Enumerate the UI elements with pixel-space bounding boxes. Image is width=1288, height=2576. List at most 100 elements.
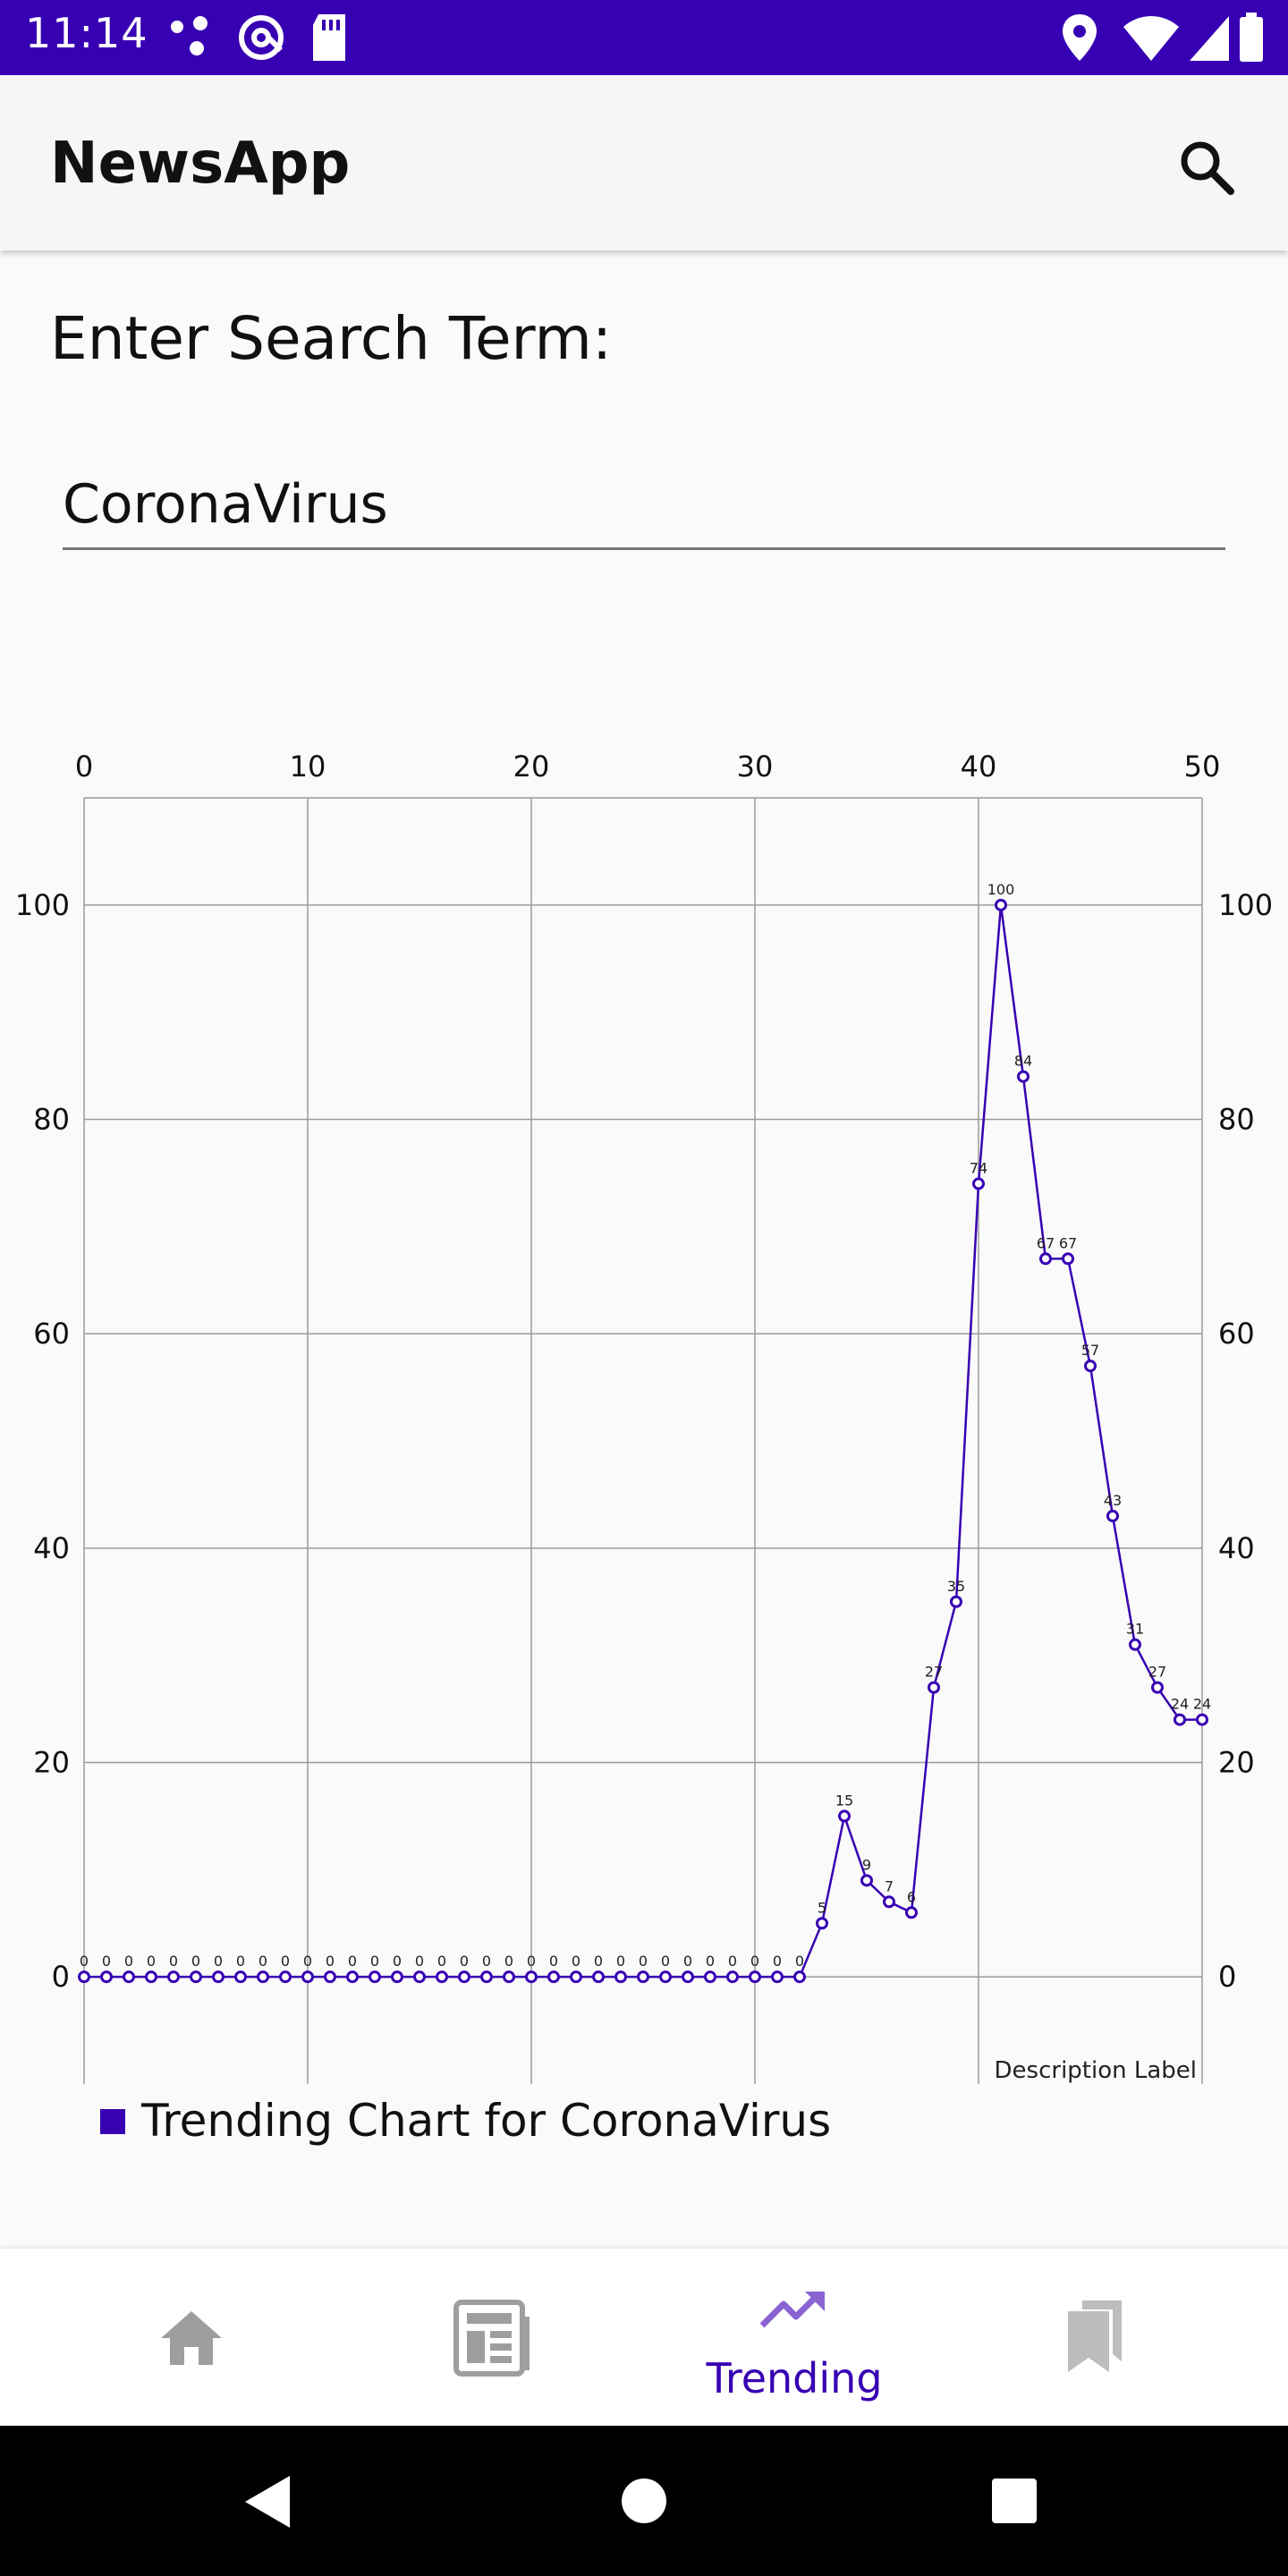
data-point	[167, 1970, 180, 1984]
data-label: 0	[80, 1953, 89, 1970]
data-label: 0	[661, 1953, 670, 1970]
data-point	[346, 1970, 359, 1984]
data-label: 100	[987, 881, 1015, 898]
data-point	[1017, 1070, 1030, 1083]
series-points	[78, 898, 1208, 1984]
data-point	[413, 1970, 426, 1984]
data-label: 0	[460, 1953, 469, 1970]
data-point	[928, 1681, 940, 1694]
x-axis-ticks: 0 10 20 30 40 50	[75, 750, 1221, 784]
data-point	[324, 1970, 336, 1984]
data-label: 0	[102, 1953, 111, 1970]
data-label: 5	[818, 1899, 826, 1916]
data-point	[458, 1970, 470, 1984]
nav-home[interactable]	[39, 2249, 343, 2426]
data-point	[78, 1970, 90, 1984]
data-label: 9	[862, 1856, 871, 1873]
data-point	[1196, 1713, 1208, 1726]
data-label: 0	[326, 1953, 335, 1970]
back-icon	[245, 2476, 290, 2528]
data-point	[771, 1970, 784, 1984]
app-bar: NewsApp	[0, 75, 1288, 250]
data-point	[480, 1970, 493, 1984]
data-label: 0	[639, 1953, 648, 1970]
data-point	[972, 1177, 985, 1191]
dots-icon	[166, 13, 216, 66]
data-label: 0	[594, 1953, 603, 1970]
wifi-icon	[1122, 13, 1181, 66]
data-label: 0	[750, 1953, 759, 1970]
data-point	[1174, 1713, 1186, 1726]
back-button[interactable]	[242, 2474, 292, 2533]
data-point	[1129, 1638, 1141, 1651]
data-point	[995, 898, 1007, 911]
newspaper-icon	[453, 2300, 530, 2377]
data-label: 0	[527, 1953, 536, 1970]
data-label: 57	[1081, 1342, 1099, 1359]
trending-up-icon	[759, 2292, 825, 2328]
home-system-button[interactable]	[621, 2478, 667, 2528]
chart-description-label: Description Label	[995, 2057, 1197, 2084]
data-point	[905, 1906, 918, 1919]
y-tick-label-left: 100	[15, 888, 70, 922]
x-tick-label: 50	[1184, 750, 1221, 784]
data-label: 0	[437, 1953, 446, 1970]
data-label: 0	[191, 1953, 200, 1970]
at-sign-icon	[236, 13, 286, 66]
data-labels: 0 0 0 0 0 0 0 0 0 0 0 0 0 0 0 0 0 0 0 0 0 0 0 0 0 0 0 0 0 0 0 0 05159762…	[80, 881, 1211, 1970]
data-label: 0	[370, 1953, 379, 1970]
y-tick-label-left: 60	[33, 1317, 70, 1351]
home-icon	[161, 2311, 222, 2365]
data-label: 0	[706, 1953, 715, 1970]
bookmarks-icon	[1068, 2301, 1122, 2372]
search-button[interactable]	[1172, 132, 1243, 204]
data-point	[749, 1970, 761, 1984]
data-label: 6	[907, 1888, 916, 1905]
nav-trending[interactable]: Trending	[642, 2249, 946, 2426]
search-term-input[interactable]	[63, 462, 1225, 550]
data-point	[883, 1895, 895, 1909]
data-label: 0	[795, 1953, 804, 1970]
y-tick-label-left: 0	[52, 1960, 70, 1994]
data-label: 0	[616, 1953, 625, 1970]
data-point	[391, 1970, 403, 1984]
status-bar: 11:14	[0, 0, 1288, 75]
data-label: 0	[549, 1953, 558, 1970]
data-point	[1062, 1252, 1074, 1266]
data-label: 0	[415, 1953, 424, 1970]
nav-trending-label: Trending	[706, 2354, 883, 2402]
x-tick-label: 20	[513, 750, 550, 784]
nav-news[interactable]	[340, 2249, 644, 2426]
app-title: NewsApp	[50, 131, 351, 197]
data-label: 27	[1148, 1664, 1166, 1681]
data-point	[100, 1970, 113, 1984]
data-point	[436, 1970, 448, 1984]
data-label: 67	[1037, 1234, 1055, 1251]
status-time: 11:14	[25, 9, 148, 57]
location-icon	[1059, 13, 1100, 66]
y-tick-label-right: 20	[1218, 1746, 1255, 1780]
data-point	[234, 1970, 247, 1984]
nav-bookmarks[interactable]	[943, 2249, 1247, 2426]
x-tick-label: 0	[75, 750, 93, 784]
y-tick-label-left: 40	[33, 1531, 70, 1565]
data-label: 0	[773, 1953, 782, 1970]
recents-button[interactable]	[991, 2478, 1038, 2528]
data-point	[301, 1970, 314, 1984]
series-line	[84, 904, 1202, 1979]
series-polyline	[84, 904, 1202, 1979]
data-label: 0	[147, 1953, 156, 1970]
data-point	[547, 1970, 560, 1984]
data-point	[1084, 1360, 1097, 1373]
data-label: 0	[504, 1953, 513, 1970]
data-label: 0	[214, 1953, 223, 1970]
data-point	[369, 1970, 381, 1984]
data-label: 0	[258, 1953, 267, 1970]
data-point	[793, 1970, 806, 1984]
y-tick-label-left: 20	[33, 1746, 70, 1780]
data-label: 0	[482, 1953, 491, 1970]
data-label: 0	[348, 1953, 357, 1970]
data-label: 0	[124, 1953, 133, 1970]
data-point	[704, 1970, 716, 1984]
search-prompt-label: Enter Search Term:	[50, 304, 613, 373]
